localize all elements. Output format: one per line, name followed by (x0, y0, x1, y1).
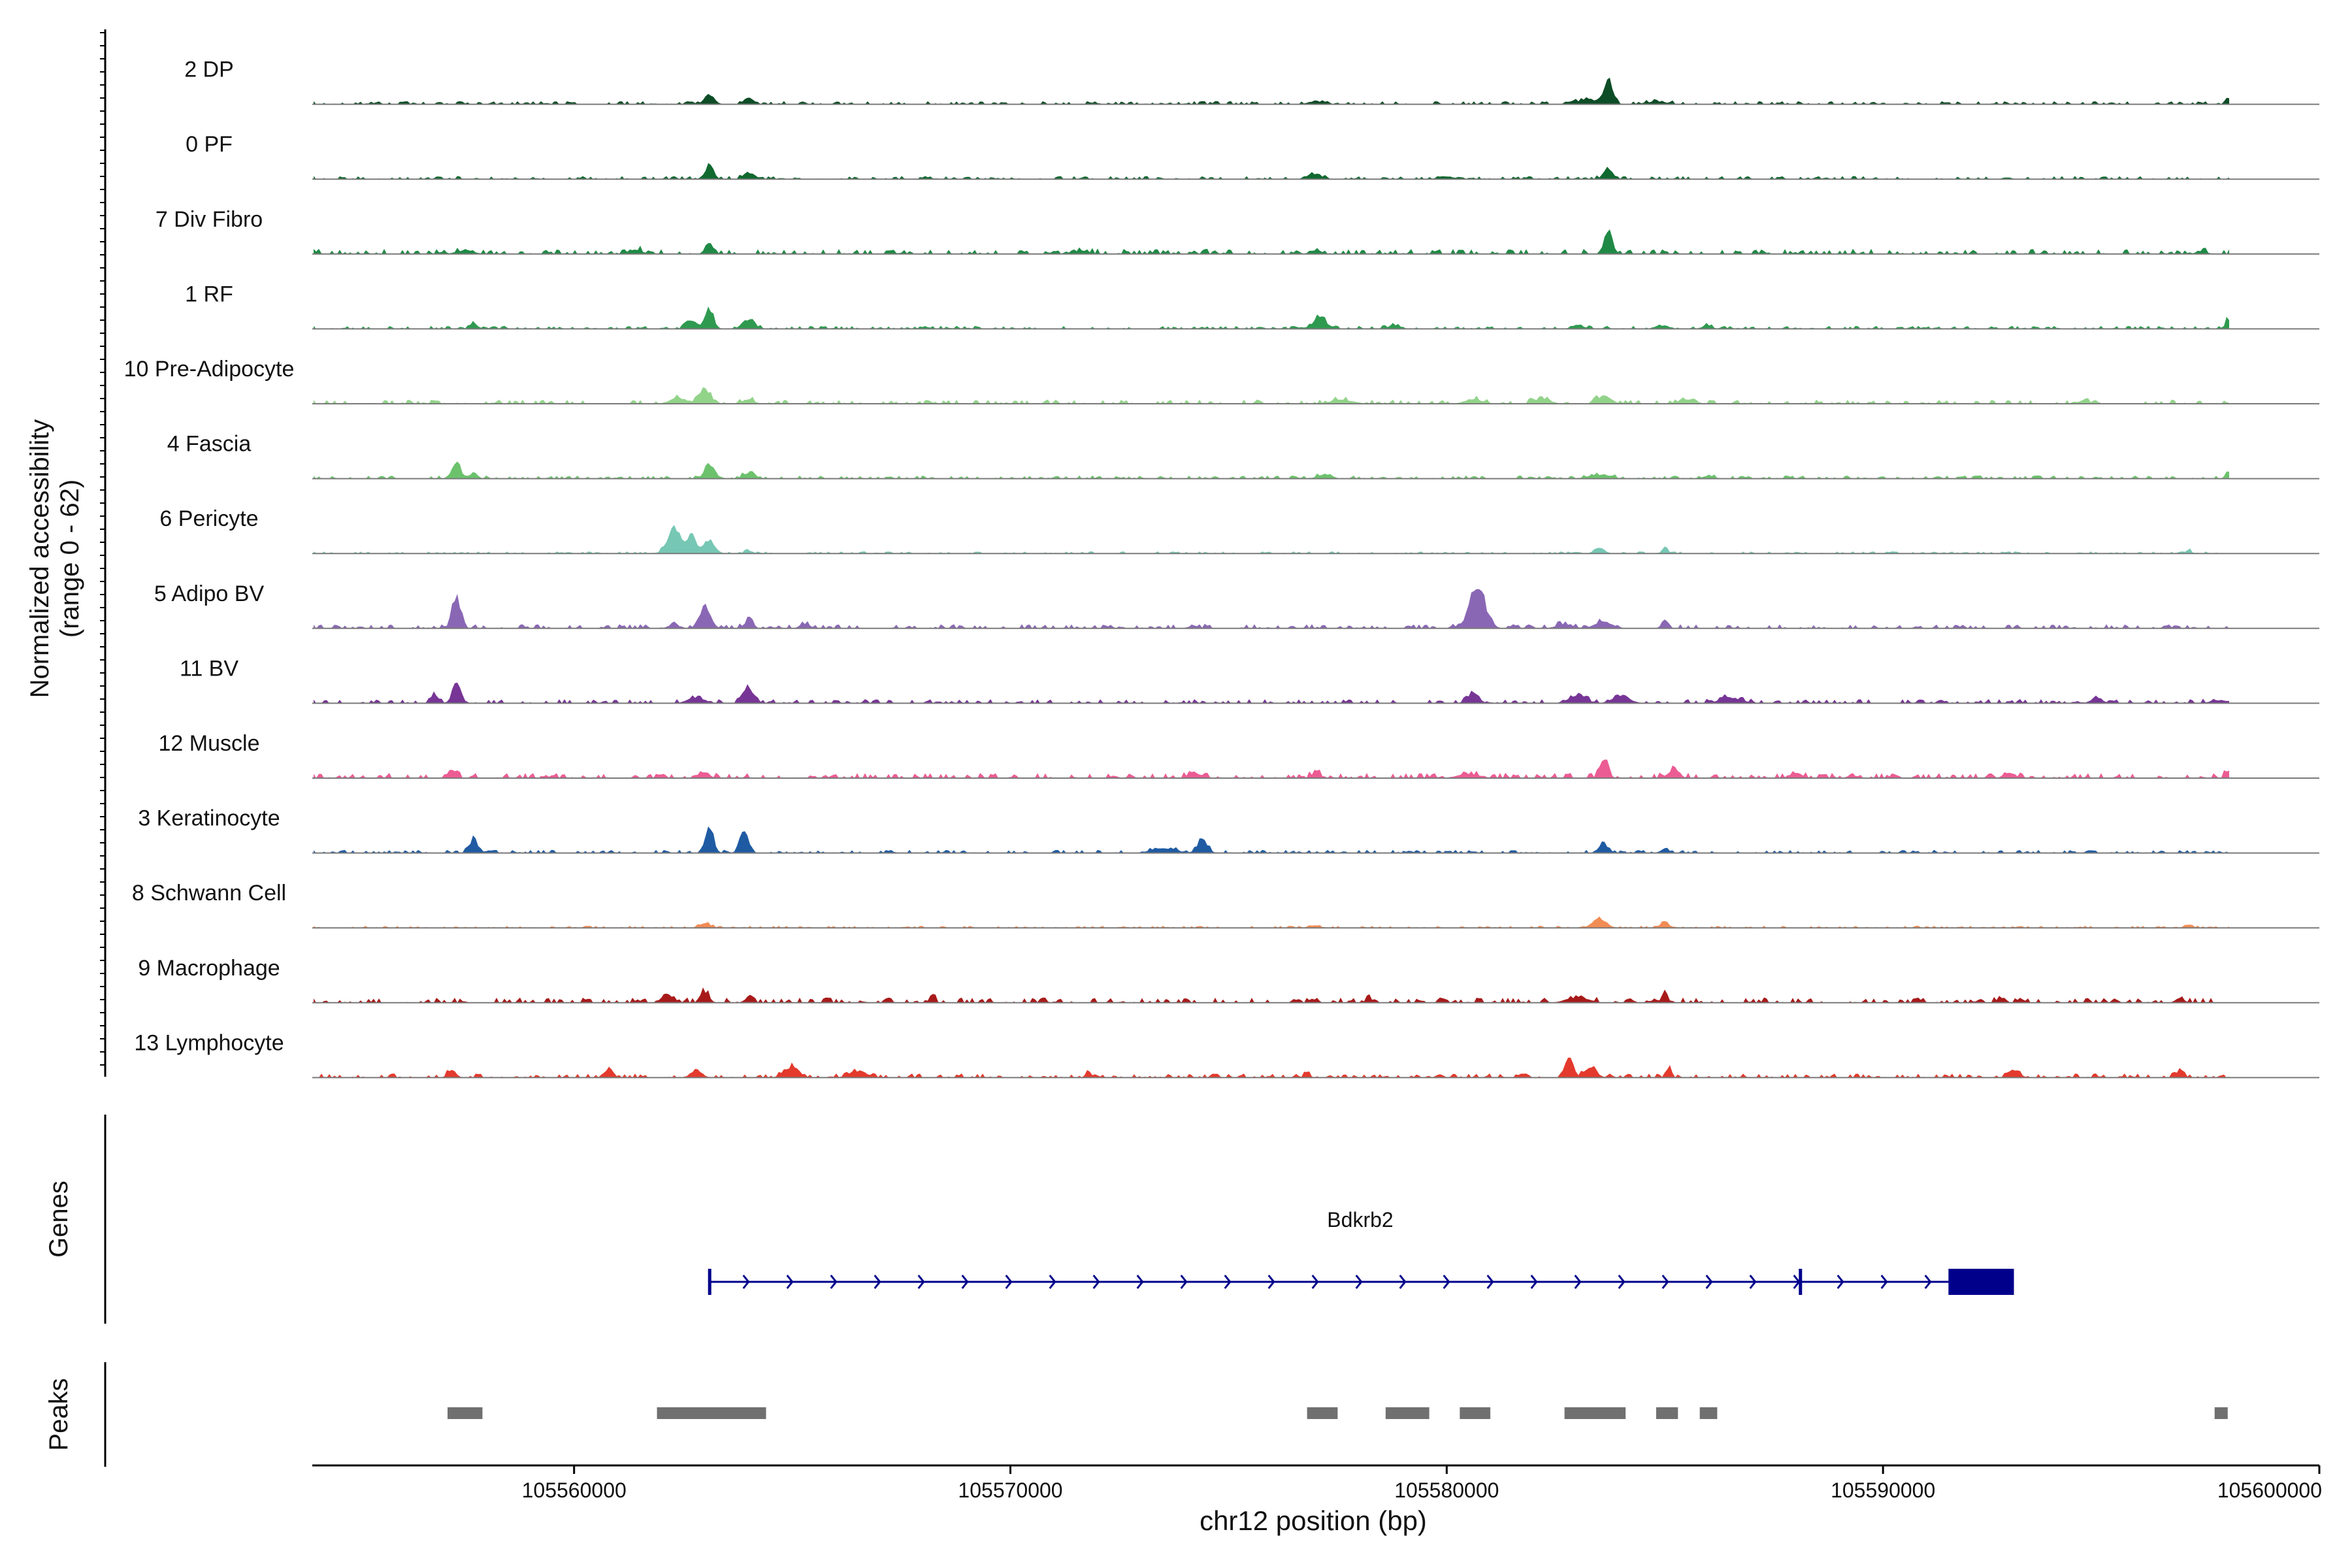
coverage-tracks: 2 DP 0 PF 7 Div Fibro 1 RF 10 Pre-Adipocyte 4… (124, 57, 2319, 1079)
peak-bar (448, 1407, 483, 1419)
peak-bar (1699, 1407, 1718, 1419)
y-minor-ticks (100, 32, 105, 1066)
coverage-track: 7 Div Fibro (155, 207, 2319, 255)
strand-arrow (1005, 1275, 1013, 1289)
coverage-track: 9 Macrophage (138, 956, 2319, 1004)
strand-arrow (1092, 1275, 1100, 1289)
strand-arrow (1661, 1275, 1669, 1289)
y-axis-label: Normalized accessibility (25, 419, 54, 698)
strand-arrow (1618, 1275, 1625, 1289)
strand-arrow (961, 1275, 969, 1289)
strand-arrow (786, 1275, 794, 1289)
coverage-area (314, 306, 2229, 329)
coverage-track: 3 Keratinocyte (138, 806, 2319, 854)
gene-exon (708, 1269, 711, 1295)
track-label: 8 Schwann Cell (132, 881, 286, 906)
coverage-panel: Normalized accessibility (range 0 - 62) … (25, 29, 2319, 1079)
x-tick-label: 105580000 (1394, 1478, 1499, 1502)
coverage-track: 1 RF (185, 282, 2319, 330)
track-label: 2 DP (184, 57, 234, 82)
strand-arrow (1224, 1275, 1232, 1289)
coverage-track: 5 Adipo BV (154, 581, 2319, 629)
track-label: 10 Pre-Adipocyte (124, 357, 295, 382)
coverage-track: 10 Pre-Adipocyte (124, 357, 2319, 404)
track-label: 11 BV (180, 656, 238, 681)
track-label: 1 RF (185, 282, 233, 306)
peaks-label: Peaks (44, 1378, 73, 1450)
genes-label: Genes (44, 1181, 73, 1258)
coverage-area (314, 987, 2229, 1003)
genes-panel: Genes Bdkrb2 (44, 1115, 2014, 1324)
strand-arrow (1180, 1275, 1188, 1289)
strand-arrow (1355, 1275, 1363, 1289)
strand-arrow (1574, 1275, 1582, 1289)
strand-arrow (1443, 1275, 1450, 1289)
strand-arrow (917, 1275, 925, 1289)
strand-arrow (1311, 1275, 1319, 1289)
track-label: 0 PF (186, 132, 233, 157)
coverage-track: 0 PF (186, 132, 2319, 180)
coverage-area (314, 759, 2229, 778)
strand-arrow (1136, 1275, 1144, 1289)
peak-bar (1564, 1407, 1626, 1419)
peak-bar (657, 1407, 766, 1419)
strand-arrow (1049, 1275, 1056, 1289)
x-ticks: 105560000 105570000 105580000 105590000 1056… (522, 1465, 2322, 1502)
coverage-area (314, 461, 2229, 479)
x-tick-label: 105600000 (2217, 1478, 2322, 1502)
strand-arrow (874, 1275, 881, 1289)
coverage-track: 12 Muscle (159, 731, 2319, 779)
track-label: 3 Keratinocyte (138, 806, 280, 831)
track-label: 12 Muscle (159, 731, 260, 756)
y-axis-range-label: (range 0 - 62) (56, 480, 84, 638)
strand-arrow (1399, 1275, 1407, 1289)
strand-arrow (1267, 1275, 1275, 1289)
strand-arrow (1924, 1275, 1932, 1289)
track-label: 9 Macrophage (138, 956, 280, 981)
coverage-track: 13 Lymphocyte (134, 1030, 2319, 1079)
strand-arrow (1749, 1275, 1757, 1289)
track-label: 13 Lymphocyte (134, 1030, 284, 1055)
gene-model (708, 1269, 2014, 1295)
peak-bar (1656, 1407, 1678, 1419)
track-label: 6 Pericyte (159, 506, 258, 531)
strand-arrow (742, 1275, 750, 1289)
strand-arrow (1486, 1275, 1494, 1289)
strand-arrow (1837, 1275, 1844, 1289)
x-tick-label: 105560000 (522, 1478, 627, 1502)
coverage-track: 4 Fascia (167, 432, 2319, 480)
peak-bar (2214, 1407, 2228, 1419)
peaks-panel: Peaks (44, 1362, 2228, 1467)
coverage-track: 2 DP (184, 57, 2319, 105)
track-label: 5 Adipo BV (154, 581, 265, 606)
peak-bar (1385, 1407, 1429, 1419)
gene-last-exon (1948, 1269, 2014, 1295)
x-tick-label: 105570000 (958, 1478, 1062, 1502)
strand-arrow (1530, 1275, 1538, 1289)
x-axis: 105560000 105570000 105580000 105590000 1056… (312, 1464, 2322, 1536)
coverage-area (314, 1057, 2229, 1078)
gene-name-label: Bdkrb2 (1327, 1208, 1393, 1232)
strand-arrow (830, 1275, 838, 1289)
coverage-track: 6 Pericyte (159, 506, 2319, 555)
peak-bar (1307, 1407, 1338, 1419)
strand-arrow (1880, 1275, 1888, 1289)
coverage-track: 8 Schwann Cell (132, 881, 2319, 929)
gene-exon (1799, 1269, 1803, 1295)
x-tick-label: 105590000 (1831, 1478, 1935, 1502)
track-label: 7 Div Fibro (155, 207, 263, 232)
track-label: 4 Fascia (167, 432, 252, 457)
x-axis-label: chr12 position (bp) (1200, 1505, 1427, 1536)
peak-bars (448, 1407, 2228, 1419)
peak-bar (1460, 1407, 1491, 1419)
strand-arrow (1705, 1275, 1713, 1289)
coverage-track: 11 BV (180, 656, 2319, 704)
